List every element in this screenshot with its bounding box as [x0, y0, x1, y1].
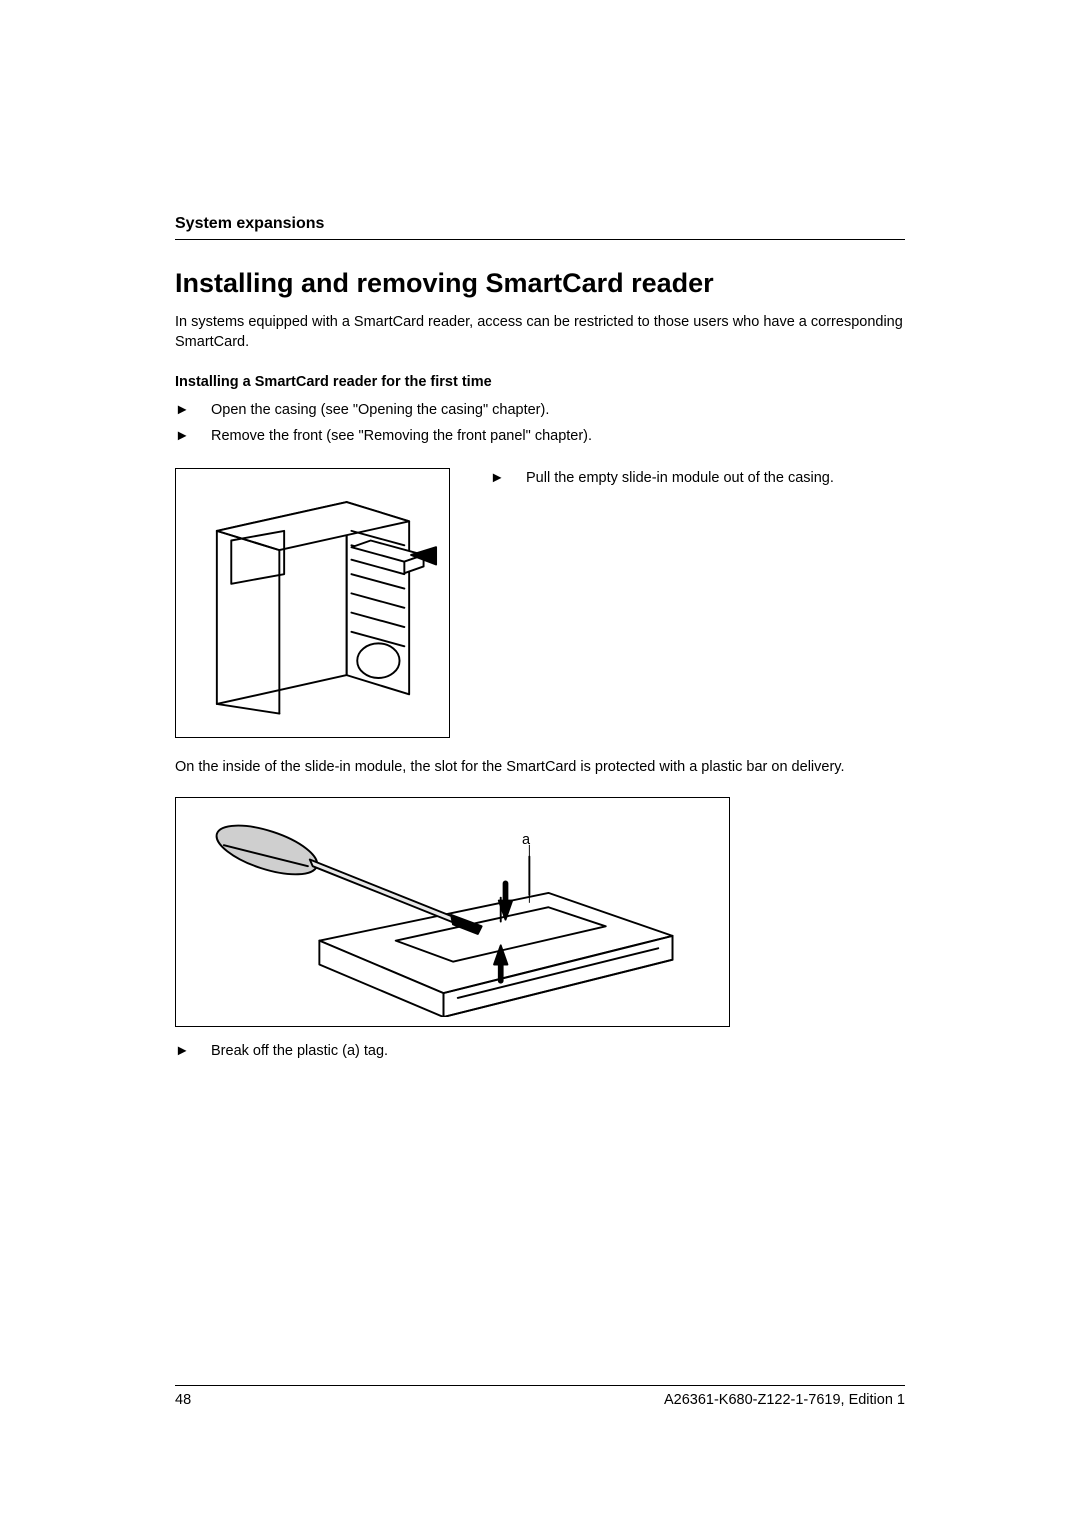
document-page: System expansions Installing and removin…: [0, 0, 1080, 1528]
step-item: ► Open the casing (see "Opening the casi…: [175, 400, 905, 422]
pre-figure-steps: ► Open the casing (see "Opening the casi…: [175, 400, 905, 448]
figure-2-module: a: [175, 797, 730, 1027]
page-title: Installing and removing SmartCard reader: [175, 268, 905, 299]
header-rule: [175, 239, 905, 240]
between-figures-text: On the inside of the slide-in module, th…: [175, 758, 905, 778]
step-item: ► Pull the empty slide-in module out of …: [490, 468, 905, 490]
step-text: Remove the front (see "Removing the fron…: [211, 426, 905, 448]
figure-1-casing: [175, 468, 450, 738]
step-item: ► Break off the plastic (a) tag.: [175, 1041, 905, 1063]
figure-1-caption: ► Pull the empty slide-in module out of …: [490, 468, 905, 494]
section-header: System expansions: [175, 215, 905, 233]
figure-2-label-a: a: [522, 832, 530, 848]
document-id: A26361-K680-Z122-1-7619, Edition 1: [664, 1392, 905, 1408]
step-marker-icon: ►: [175, 400, 211, 422]
step-item: ► Remove the front (see "Removing the fr…: [175, 426, 905, 448]
step-text: Open the casing (see "Opening the casing…: [211, 400, 905, 422]
step-marker-icon: ►: [490, 468, 526, 490]
module-illustration-icon: [193, 807, 713, 1017]
footer-rule: [175, 1385, 905, 1386]
page-number: 48: [175, 1392, 191, 1408]
casing-illustration-icon: [188, 478, 438, 728]
subheading: Installing a SmartCard reader for the fi…: [175, 374, 905, 390]
figure-row-1: ► Pull the empty slide-in module out of …: [175, 468, 905, 738]
step-text: Break off the plastic (a) tag.: [211, 1041, 905, 1063]
step-marker-icon: ►: [175, 1041, 211, 1063]
step-text: Pull the empty slide-in module out of th…: [526, 468, 905, 490]
step-marker-icon: ►: [175, 426, 211, 448]
intro-paragraph: In systems equipped with a SmartCard rea…: [175, 313, 905, 352]
page-footer: 48 A26361-K680-Z122-1-7619, Edition 1: [175, 1385, 905, 1408]
